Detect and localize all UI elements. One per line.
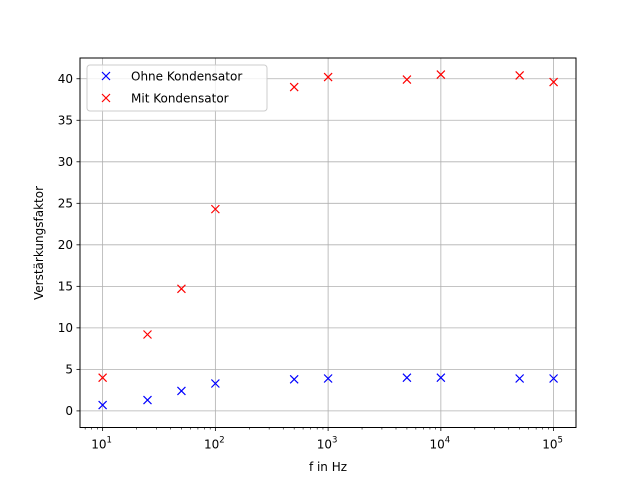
data-point	[143, 395, 152, 405]
x-tick-label: 103	[317, 436, 338, 452]
grid-layer	[80, 58, 576, 428]
data-point	[323, 72, 333, 82]
legend-label: Mit Kondensator	[131, 91, 229, 105]
data-point	[143, 330, 152, 339]
data-point	[515, 374, 525, 383]
marker-layer	[98, 70, 559, 410]
data-point	[210, 204, 220, 214]
y-tick-label: 30	[58, 155, 73, 169]
y-tick-label: 35	[58, 114, 73, 128]
legend-marker	[101, 71, 111, 81]
x-axis-label: f in Hz	[309, 460, 347, 474]
plot-frame	[79, 57, 577, 428]
data-point	[177, 386, 186, 396]
legend-marker	[101, 93, 111, 103]
y-tick-label: 15	[58, 280, 73, 294]
data-point	[289, 82, 299, 92]
tick-layer: 0 5 10 15 20 25 30 35 40 101 102 103 104 105	[58, 72, 563, 451]
y-tick-label: 10	[58, 321, 73, 335]
data-point	[402, 75, 412, 85]
data-point	[210, 379, 220, 388]
legend-label: Ohne Kondensator	[131, 69, 242, 83]
y-tick-label: 20	[58, 238, 73, 252]
legend: Ohne Kondensator Mit Kondensator	[86, 64, 268, 112]
x-tick-label: 104	[430, 436, 451, 452]
data-point	[549, 374, 559, 383]
data-point	[177, 284, 186, 294]
y-tick-label: 25	[58, 197, 73, 211]
data-point	[323, 374, 333, 383]
y-axis-label: Verstärkungsfaktor	[32, 186, 46, 300]
data-point	[98, 400, 108, 410]
y-tick-label: 5	[65, 363, 73, 377]
data-point	[515, 71, 525, 80]
y-tick-label: 0	[65, 404, 73, 418]
data-point	[402, 373, 412, 383]
data-point	[436, 70, 446, 80]
legend-box	[86, 64, 268, 112]
x-tick-label: 105	[542, 436, 563, 452]
data-point	[549, 77, 559, 87]
x-tick-label: 101	[91, 436, 112, 452]
data-point	[289, 374, 299, 384]
data-point	[436, 373, 446, 383]
x-tick-label: 102	[204, 436, 225, 452]
data-point	[98, 373, 108, 383]
y-tick-label: 40	[58, 72, 73, 86]
